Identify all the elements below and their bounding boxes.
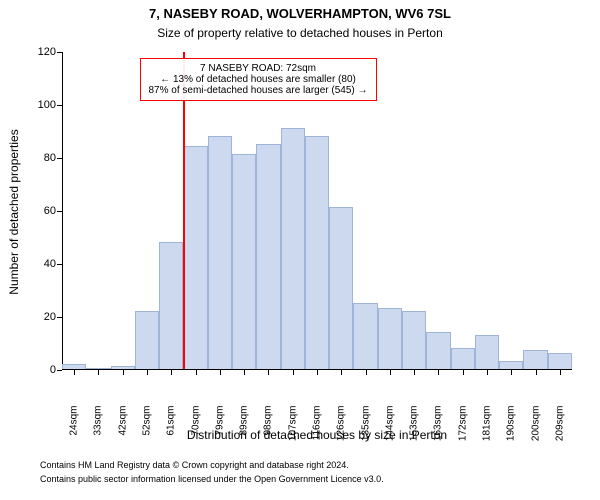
histogram-bar xyxy=(548,353,572,369)
x-tick xyxy=(366,370,367,375)
histogram-bar xyxy=(135,311,159,369)
x-tick xyxy=(536,370,537,375)
histogram-bar xyxy=(159,242,183,369)
x-tick-label: 135sqm xyxy=(360,406,371,456)
x-tick xyxy=(317,370,318,375)
x-tick xyxy=(390,370,391,375)
x-tick-label: 52sqm xyxy=(142,406,153,456)
x-tick-label: 209sqm xyxy=(554,406,565,456)
x-tick xyxy=(171,370,172,375)
histogram-bar xyxy=(281,128,305,369)
y-tick xyxy=(57,370,62,371)
y-tick-label: 20 xyxy=(22,311,56,323)
histogram-bar xyxy=(329,207,353,369)
y-tick xyxy=(57,158,62,159)
y-axis-line xyxy=(62,52,63,369)
x-tick xyxy=(196,370,197,375)
histogram-bar xyxy=(305,136,329,369)
histogram-bar xyxy=(256,144,280,369)
histogram-bar xyxy=(378,308,402,369)
x-tick-label: 107sqm xyxy=(287,406,298,456)
y-tick-label: 120 xyxy=(22,46,56,58)
x-tick xyxy=(414,370,415,375)
annotation-box: 7 NASEBY ROAD: 72sqm← 13% of detached ho… xyxy=(140,58,377,101)
x-tick-label: 200sqm xyxy=(530,406,541,456)
chart-title: 7, NASEBY ROAD, WOLVERHAMPTON, WV6 7SL xyxy=(0,6,600,21)
x-tick-label: 126sqm xyxy=(336,406,347,456)
x-tick xyxy=(293,370,294,375)
x-tick xyxy=(463,370,464,375)
y-tick xyxy=(57,211,62,212)
x-tick-label: 144sqm xyxy=(384,406,395,456)
y-tick xyxy=(57,105,62,106)
x-tick-label: 89sqm xyxy=(239,406,250,456)
x-tick xyxy=(244,370,245,375)
x-tick xyxy=(123,370,124,375)
x-tick xyxy=(341,370,342,375)
x-tick xyxy=(487,370,488,375)
histogram-bar xyxy=(499,361,523,369)
x-tick-label: 172sqm xyxy=(457,406,468,456)
y-tick-label: 40 xyxy=(22,258,56,270)
x-tick-label: 98sqm xyxy=(263,406,274,456)
histogram-bar xyxy=(208,136,232,369)
y-tick-label: 60 xyxy=(22,205,56,217)
histogram-bar xyxy=(353,303,377,369)
x-tick xyxy=(560,370,561,375)
annotation-line: ← 13% of detached houses are smaller (80… xyxy=(149,74,368,85)
x-tick xyxy=(220,370,221,375)
annotation-line: 87% of semi-detached houses are larger (… xyxy=(149,85,368,96)
x-tick-label: 42sqm xyxy=(117,406,128,456)
chart-subtitle: Size of property relative to detached ho… xyxy=(0,26,600,40)
x-tick-label: 163sqm xyxy=(433,406,444,456)
y-tick xyxy=(57,52,62,53)
x-tick-label: 61sqm xyxy=(166,406,177,456)
histogram-bar xyxy=(111,366,135,369)
x-tick xyxy=(268,370,269,375)
y-tick-label: 80 xyxy=(22,152,56,164)
histogram-bar xyxy=(183,146,207,369)
histogram-bar xyxy=(62,364,86,369)
x-tick-label: 116sqm xyxy=(312,406,323,456)
histogram-bar xyxy=(86,368,110,369)
x-tick xyxy=(438,370,439,375)
x-tick-label: 33sqm xyxy=(93,406,104,456)
y-tick-label: 0 xyxy=(22,364,56,376)
x-tick xyxy=(74,370,75,375)
histogram-bar xyxy=(451,348,475,369)
footer-line-2: Contains public sector information licen… xyxy=(40,474,384,484)
x-tick-label: 181sqm xyxy=(482,406,493,456)
x-tick-label: 153sqm xyxy=(409,406,420,456)
histogram-bar xyxy=(402,311,426,369)
x-tick-label: 79sqm xyxy=(214,406,225,456)
y-tick xyxy=(57,317,62,318)
y-axis-title: Number of detached properties xyxy=(7,53,21,371)
x-tick xyxy=(147,370,148,375)
y-tick-label: 100 xyxy=(22,99,56,111)
x-tick-label: 24sqm xyxy=(69,406,80,456)
x-tick xyxy=(98,370,99,375)
x-tick-label: 70sqm xyxy=(190,406,201,456)
annotation-line: 7 NASEBY ROAD: 72sqm xyxy=(149,63,368,74)
histogram-bar xyxy=(426,332,450,369)
x-tick-label: 190sqm xyxy=(506,406,517,456)
x-tick xyxy=(511,370,512,375)
y-tick xyxy=(57,264,62,265)
footer-line-1: Contains HM Land Registry data © Crown c… xyxy=(40,460,349,470)
histogram-bar xyxy=(232,154,256,369)
histogram-bar xyxy=(523,350,547,369)
histogram-bar xyxy=(475,335,499,369)
